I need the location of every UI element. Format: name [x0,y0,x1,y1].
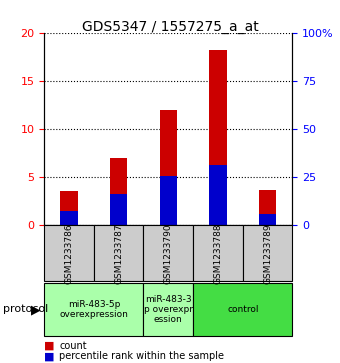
Text: ■: ■ [44,340,55,351]
Text: protocol: protocol [3,305,49,314]
Bar [110,158,128,225]
Text: GSM1233790: GSM1233790 [164,223,173,284]
Text: miR-483-3
p overexpr
ession: miR-483-3 p overexpr ession [144,294,193,325]
Text: control: control [227,305,258,314]
Bar [60,211,78,225]
Text: miR-483-5p
overexpression: miR-483-5p overexpression [59,300,128,319]
Text: GDS5347 / 1557275_a_at: GDS5347 / 1557275_a_at [82,20,258,34]
Bar [159,176,177,225]
Text: ▶: ▶ [31,303,40,316]
Bar [209,166,227,225]
Text: GSM1233787: GSM1233787 [114,223,123,284]
Text: GSM1233786: GSM1233786 [65,223,73,284]
Text: ■: ■ [44,351,55,362]
Bar [209,50,227,225]
Bar [259,213,276,225]
Bar [259,191,276,225]
Text: percentile rank within the sample: percentile rank within the sample [59,351,224,362]
Text: count: count [59,340,87,351]
Bar [60,191,78,225]
Text: GSM1233788: GSM1233788 [214,223,222,284]
Bar [110,194,128,225]
Text: GSM1233789: GSM1233789 [263,223,272,284]
Bar [159,110,177,225]
